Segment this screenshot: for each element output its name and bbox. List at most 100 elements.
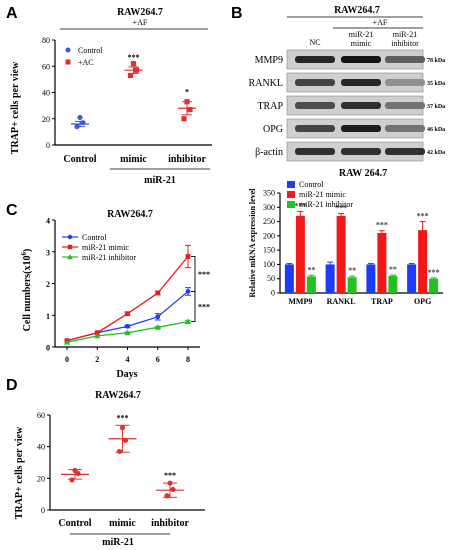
panel-a-data-point bbox=[77, 114, 83, 121]
panel-a: A RAW264.7 +AF TRAP+ cells per view miR-… bbox=[6, 5, 212, 186]
panel-a-ytick-label: 20 bbox=[42, 115, 50, 124]
blot-band bbox=[385, 56, 425, 63]
panel-b-category-label: OPG bbox=[414, 297, 431, 306]
panel-b-legend-label: miR-21 inhibitor bbox=[299, 200, 353, 209]
panel-c-legend-marker bbox=[67, 234, 73, 240]
panel-b-legend-label: miR-21 mimic bbox=[299, 190, 346, 199]
blot-band bbox=[295, 148, 335, 155]
panel-b-bar bbox=[306, 276, 316, 293]
panel-a-significance: * bbox=[185, 88, 189, 97]
panel-b-significance: *** bbox=[428, 268, 440, 277]
blot-band bbox=[295, 125, 335, 132]
panel-d-data-point bbox=[170, 486, 176, 493]
panel-c-legend-label: miR-21 mimic bbox=[82, 243, 129, 252]
panel-d-xlabel: miR-21 bbox=[102, 537, 134, 548]
panel-a-legend-label: Control bbox=[78, 46, 103, 55]
panel-d-data-point bbox=[69, 477, 75, 483]
panel-c-data-point bbox=[94, 332, 101, 339]
blot-protein-label: RANKL bbox=[249, 78, 283, 89]
blot-band bbox=[295, 56, 335, 63]
panel-b-bar bbox=[284, 264, 294, 293]
panel-c-data-point bbox=[185, 318, 191, 324]
blot-band bbox=[341, 79, 381, 86]
panel-b-chart-title: RAW 264.7 bbox=[339, 168, 387, 179]
panel-c-xtick-label: 6 bbox=[156, 355, 160, 364]
panel-b-significance: *** bbox=[417, 212, 429, 221]
panel-d-ytick-label: 60 bbox=[37, 411, 45, 420]
panel-b: B RAW264.7 +AF NCmiR-21mimicmiR-21inhibi… bbox=[231, 5, 445, 306]
panel-c-ytick-label: 1 bbox=[46, 312, 50, 321]
panel-c-ylabel: Cell numbers(x106) bbox=[20, 249, 33, 332]
blot-band bbox=[385, 102, 425, 109]
panel-b-ytick-label: 250 bbox=[263, 217, 275, 226]
panel-c-data-point bbox=[154, 324, 161, 330]
panel-d-significance: *** bbox=[117, 413, 129, 422]
panel-c-xtick-label: 4 bbox=[126, 355, 130, 364]
panel-d-significance: *** bbox=[164, 471, 176, 480]
panel-c-title: RAW264.7 bbox=[107, 209, 153, 220]
blot-kda-label: 78 kDa bbox=[427, 58, 445, 64]
panel-c-bracket bbox=[191, 256, 196, 292]
panel-d-category-label: inhibitor bbox=[151, 518, 189, 529]
panel-c: C RAW264.7 Days Cell numbers(x106) 01234… bbox=[6, 202, 210, 380]
panel-d-category-label: Control bbox=[58, 518, 91, 529]
panel-a-data-point bbox=[74, 124, 80, 130]
panel-b-ytick-label: 50 bbox=[267, 274, 275, 283]
panel-b-letter: B bbox=[231, 5, 243, 22]
panel-a-significance: *** bbox=[128, 53, 140, 62]
panel-b-bar bbox=[347, 277, 357, 293]
blot-kda-label: 42 kDa bbox=[427, 150, 445, 156]
blot-treatment: +AF bbox=[373, 18, 388, 27]
blot-lane-label: mimic bbox=[351, 39, 372, 48]
panel-a-data-point bbox=[127, 72, 134, 79]
blot-band bbox=[341, 56, 381, 63]
panel-a-ytick-label: 0 bbox=[46, 141, 50, 150]
panel-c-legend-label: Control bbox=[82, 233, 107, 242]
blot-band bbox=[385, 79, 425, 86]
panel-a-data-point bbox=[184, 99, 190, 105]
panel-c-data-point bbox=[125, 311, 130, 317]
panel-b-ytick-label: 100 bbox=[263, 260, 275, 269]
blot-lane-label: inhibitor bbox=[391, 39, 419, 48]
panel-b-bar bbox=[325, 264, 335, 293]
panel-d-ytick-label: 20 bbox=[37, 474, 45, 483]
panel-a-data-point bbox=[80, 120, 86, 126]
blot-cell-line: RAW264.7 bbox=[334, 5, 380, 16]
panel-b-bar bbox=[336, 215, 346, 293]
blot-band bbox=[341, 148, 381, 155]
panel-c-legend-label: miR-21 inhibitor bbox=[82, 253, 136, 262]
panel-d-ytick-label: 0 bbox=[41, 506, 45, 515]
panel-a-legend-label: +AC bbox=[78, 58, 94, 67]
blot-band bbox=[295, 102, 335, 109]
panel-b-bar bbox=[407, 264, 417, 293]
blot-protein-label: OPG bbox=[263, 124, 283, 135]
blot-band bbox=[341, 125, 381, 132]
panel-a-category-label: inhibitor bbox=[168, 154, 206, 165]
panel-b-ytick-label: 200 bbox=[263, 231, 275, 240]
panel-c-xlabel: Days bbox=[116, 369, 137, 380]
panel-b-significance: *** bbox=[294, 202, 306, 211]
blot-band bbox=[385, 148, 425, 155]
panel-b-ytick-label: 350 bbox=[263, 189, 275, 198]
blot-band bbox=[341, 102, 381, 109]
panel-d-data-point bbox=[164, 493, 170, 499]
panel-b-significance: ** bbox=[348, 266, 356, 275]
panel-a-data-point bbox=[181, 116, 187, 122]
panel-a-data-point bbox=[133, 67, 140, 73]
panel-c-significance: *** bbox=[198, 270, 210, 279]
panel-c-xtick-label: 0 bbox=[65, 355, 69, 364]
panel-d-data-point bbox=[122, 437, 129, 443]
panel-a-data-point bbox=[130, 61, 137, 67]
blot-protein-label: β-actin bbox=[255, 147, 283, 158]
panel-b-legend-swatch bbox=[287, 191, 295, 198]
panel-d: D RAW264.7 TRAP+ cells per view miR-21 0… bbox=[6, 377, 205, 548]
panel-d-letter: D bbox=[6, 377, 18, 394]
panel-b-category-label: RANKL bbox=[327, 297, 356, 306]
panel-d-data-point bbox=[167, 480, 173, 486]
panel-c-ylabel-sup: 6 bbox=[20, 252, 28, 256]
blot-kda-label: 35 kDa bbox=[427, 81, 445, 87]
blot-lane-label: NC bbox=[309, 38, 320, 47]
panel-c-xtick-label: 2 bbox=[95, 355, 99, 364]
panel-c-letter: C bbox=[6, 202, 18, 219]
panel-a-category-label: Control bbox=[63, 154, 96, 165]
